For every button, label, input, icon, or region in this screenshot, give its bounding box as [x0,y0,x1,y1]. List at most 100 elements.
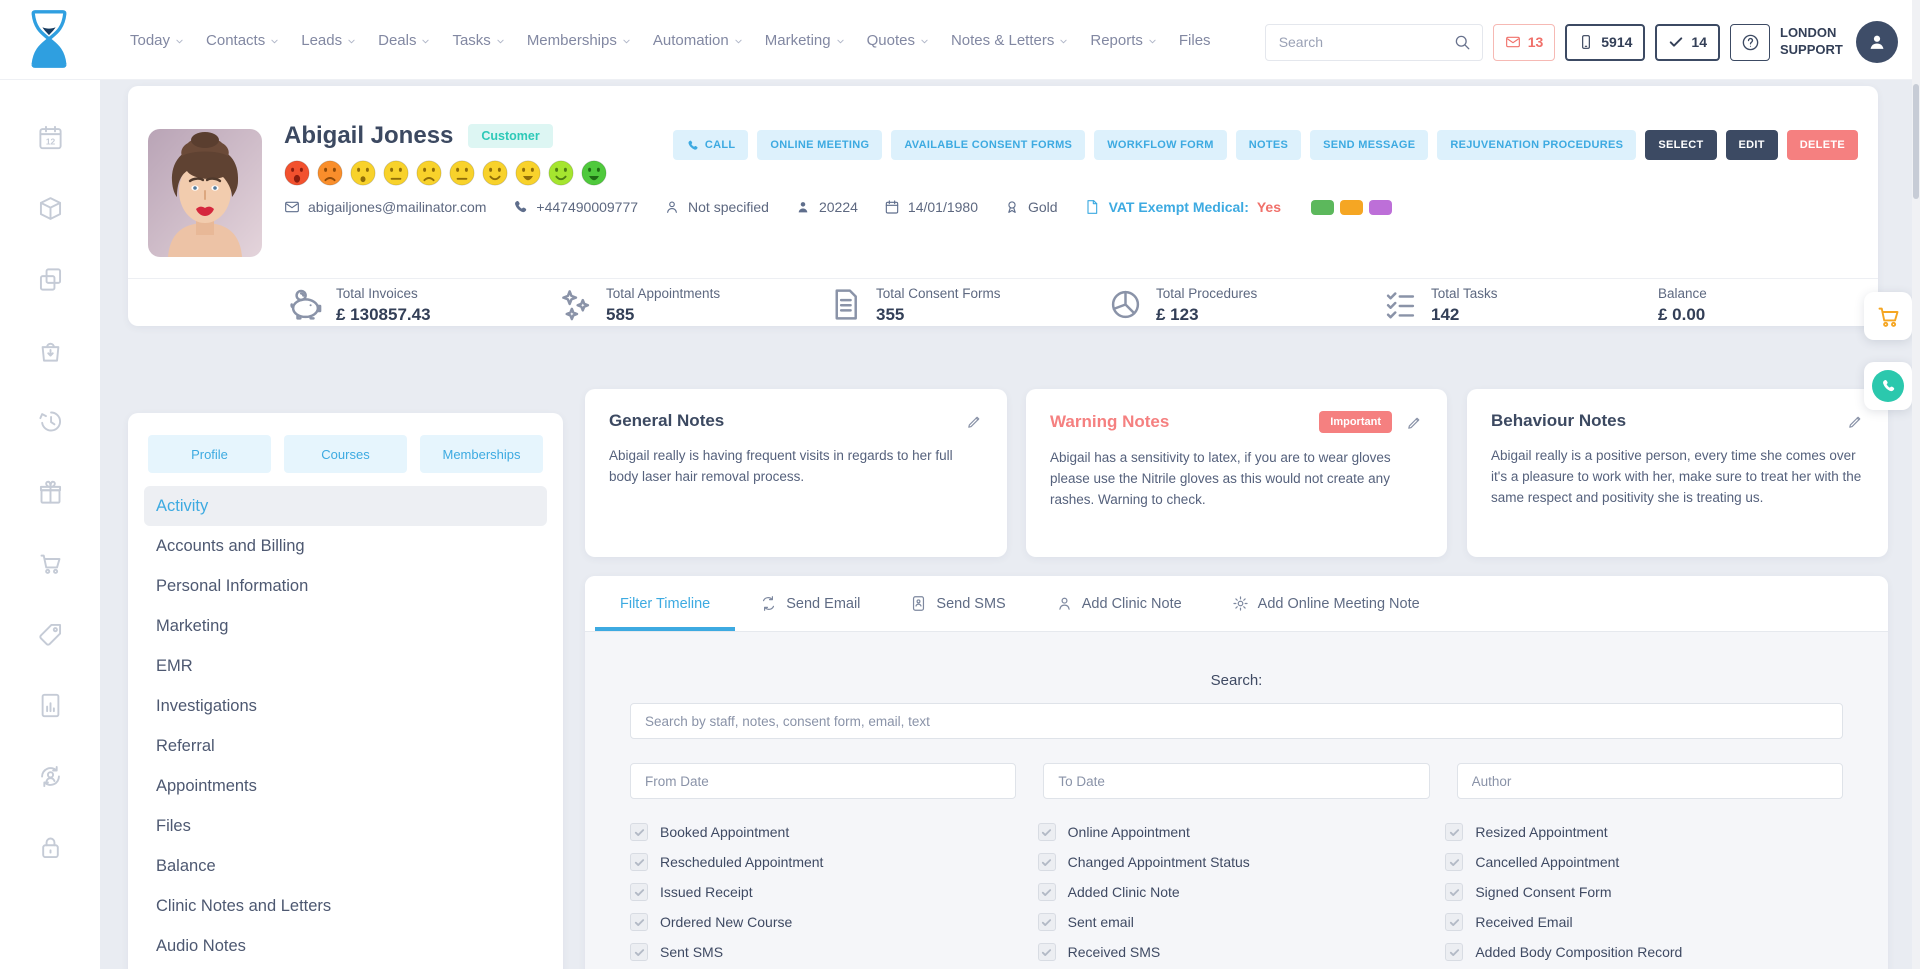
sidebar-item-accounts-and-billing[interactable]: Accounts and Billing [156,537,305,555]
rail-item-report-document[interactable] [37,692,64,726]
filter-ordered-new-course[interactable]: Ordered New Course [630,913,1028,931]
sidebar-item-personal-information[interactable]: Personal Information [156,577,309,595]
rail-item-gift[interactable] [37,479,64,513]
filter-rescheduled-appointment[interactable]: Rescheduled Appointment [630,853,1028,871]
rail-item-calendar-date[interactable]: 12 [37,124,64,158]
edit-pencil-icon[interactable] [1847,413,1864,430]
sidebar-item-clinic-notes-and-letters[interactable]: Clinic Notes and Letters [156,897,332,915]
sidebar-item-balance[interactable]: Balance [156,857,216,875]
workflow-form-button[interactable]: WORKFLOW FORM [1094,130,1227,160]
checkbox-added-body-composition-record-icon[interactable] [1445,943,1464,961]
rail-item-bag-receive[interactable] [37,337,64,371]
rail-item-account-sync[interactable] [37,763,64,797]
nav-item-leads[interactable]: Leads [301,32,356,49]
filter-signed-consent-form[interactable]: Signed Consent Form [1445,883,1843,901]
tag-chip-1[interactable] [1311,199,1334,215]
send-message-button[interactable]: SEND MESSAGE [1310,130,1429,160]
select-button[interactable]: SELECT [1645,130,1717,160]
rating-face-9-icon[interactable] [548,160,574,191]
checkbox-ordered-new-course-icon[interactable] [630,913,648,931]
timeline-search-input[interactable] [630,703,1843,739]
scrollbar-thumb[interactable] [1913,84,1919,199]
smartphone-count-badge[interactable]: 5914 [1565,23,1646,61]
checkbox-received-sms-icon[interactable] [1037,943,1056,961]
filter-added-clinic-note[interactable]: Added Clinic Note [1037,883,1436,901]
filter-resized-appointment[interactable]: Resized Appointment [1445,823,1843,841]
from-date-input[interactable] [630,763,1017,799]
tab-courses[interactable]: Courses [284,435,407,473]
tag-chip-2[interactable] [1340,199,1363,215]
sidebar-item-activity[interactable]: Activity [144,486,547,526]
checkbox-sent-email-icon[interactable] [1037,913,1056,931]
rating-face-7-icon[interactable] [482,160,508,191]
rail-item-lock[interactable] [37,834,64,868]
filter-sent-sms[interactable]: Sent SMS [630,943,1028,961]
rating-face-4-icon[interactable] [383,160,409,191]
nav-item-deals[interactable]: Deals [378,32,430,49]
edit-pencil-icon[interactable] [1406,414,1423,431]
checkbox-added-clinic-note-icon[interactable] [1037,883,1056,901]
rejuvenation-procedures-button[interactable]: REJUVENATION PROCEDURES [1437,130,1637,160]
check-count-badge[interactable]: 14 [1655,23,1720,61]
nav-item-files[interactable]: Files [1178,31,1211,49]
mail-count-badge[interactable]: 13 [1492,23,1556,61]
sidebar-item-emr[interactable]: EMR [156,657,193,675]
nav-item-automation[interactable]: Automation [653,32,743,49]
sidebar-item-referral[interactable]: Referral [156,737,215,755]
global-search-input[interactable] [1265,34,1442,50]
sidebar-item-audio-notes[interactable]: Audio Notes [156,937,246,955]
checkbox-rescheduled-appointment-icon[interactable] [630,853,648,871]
filter-cancelled-appointment[interactable]: Cancelled Appointment [1445,853,1843,871]
checkbox-resized-appointment-icon[interactable] [1445,823,1464,841]
rating-face-8-icon[interactable] [515,160,541,191]
sidebar-item-appointments[interactable]: Appointments [156,777,257,795]
nav-item-today[interactable]: Today [130,32,184,49]
tab-send-sms[interactable]: Send SMS [885,576,1030,631]
nav-item-quotes[interactable]: Quotes [867,32,929,49]
rating-face-1-icon[interactable] [284,160,310,191]
rail-item-package[interactable] [37,195,64,229]
rail-item-shopping-cart[interactable] [37,550,64,584]
nav-item-reports[interactable]: Reports [1090,32,1157,49]
tab-send-email[interactable]: Send Email [735,576,885,631]
checkbox-changed-appointment-status-icon[interactable] [1037,853,1056,871]
nav-item-notes-letters[interactable]: Notes & Letters [951,32,1068,49]
tab-add-clinic-note[interactable]: Add Clinic Note [1031,576,1207,631]
checkbox-online-appointment-icon[interactable] [1037,823,1056,841]
help-button[interactable] [1730,23,1770,61]
edit-pencil-icon[interactable] [966,413,983,430]
tab-filter-timeline[interactable]: Filter Timeline [595,576,736,631]
rail-item-price-tag[interactable] [37,621,64,655]
author-input[interactable] [1456,763,1843,799]
rating-face-10-icon[interactable] [581,160,607,191]
rating-face-6-icon[interactable] [449,160,475,191]
rating-face-5-icon[interactable] [416,160,442,191]
tab-memberships[interactable]: Memberships [420,435,543,473]
sidebar-item-files[interactable]: Files [156,817,191,835]
nav-item-tasks[interactable]: Tasks [452,32,504,49]
available-consent-forms-button[interactable]: AVAILABLE CONSENT FORMS [891,130,1086,160]
checkout-cart-button[interactable] [1864,292,1912,340]
checkbox-received-email-icon[interactable] [1445,913,1464,931]
edit-button[interactable]: EDIT [1725,130,1778,160]
filter-received-email[interactable]: Received Email [1445,913,1843,931]
tab-add-online-meeting-note[interactable]: Add Online Meeting Note [1207,576,1445,631]
rating-face-2-icon[interactable] [317,160,343,191]
filter-issued-receipt[interactable]: Issued Receipt [630,883,1028,901]
notes-button[interactable]: NOTES [1235,130,1302,160]
nav-item-memberships[interactable]: Memberships [527,32,631,49]
call-button[interactable]: CALL [672,130,749,160]
rating-face-3-icon[interactable] [350,160,376,191]
customer-photo[interactable] [148,129,262,257]
rail-item-history[interactable] [37,408,64,442]
sidebar-item-investigations[interactable]: Investigations [156,697,257,715]
checkbox-booked-appointment-icon[interactable] [630,823,648,841]
tab-profile[interactable]: Profile [148,435,271,473]
checkbox-signed-consent-form-icon[interactable] [1445,883,1464,901]
filter-changed-appointment-status[interactable]: Changed Appointment Status [1037,853,1436,871]
nav-item-marketing[interactable]: Marketing [765,32,845,49]
online-meeting-button[interactable]: ONLINE MEETING [757,130,883,160]
nav-item-contacts[interactable]: Contacts [206,32,279,49]
search-icon[interactable] [1442,33,1482,51]
checkbox-cancelled-appointment-icon[interactable] [1445,853,1464,871]
